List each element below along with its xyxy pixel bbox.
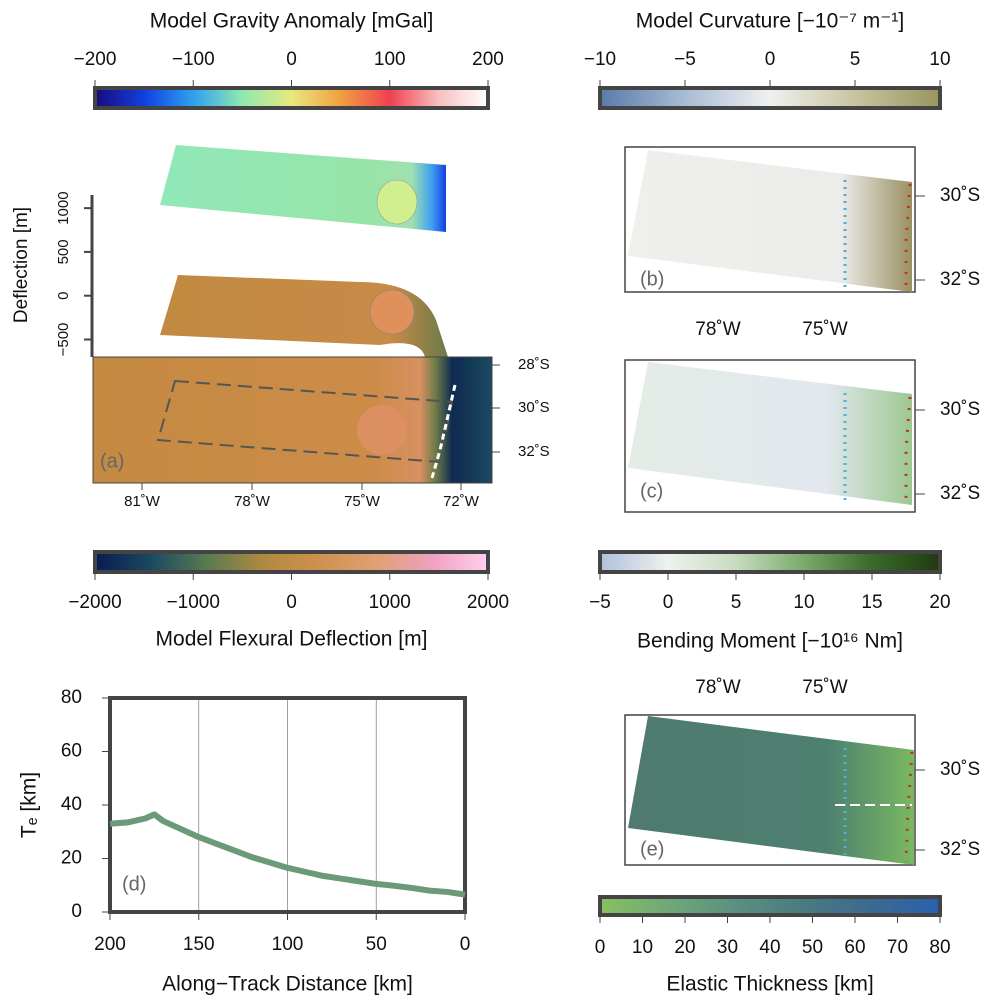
lat-label: 30˚S (940, 399, 980, 420)
axis-tick-label: 500 (55, 239, 72, 264)
colorbar-tick-label: 0 (286, 49, 297, 70)
lon-label: 78˚W (695, 677, 740, 698)
colorbar-tick-label: 20 (674, 937, 695, 958)
colorbar-title: Model Curvature [−10⁻⁷ m⁻¹] (636, 10, 904, 33)
colorbar-tick-label: −100 (172, 49, 215, 70)
colorbar-title: Model Gravity Anomaly [mGal] (150, 10, 434, 33)
deflection-surface (160, 275, 448, 357)
study-box (156, 379, 454, 464)
axis-tick-label: 1000 (55, 191, 72, 224)
colorbar-tick-label: 20 (929, 592, 950, 613)
x-tick-label: 200 (94, 934, 126, 955)
lon-label: 75˚W (802, 677, 847, 698)
colorbar-tick-label: 15 (861, 592, 882, 613)
lat-label: 32˚S (940, 269, 980, 290)
lat-label: 28˚S (518, 356, 550, 373)
plot-frame (108, 696, 467, 914)
gravity-surface (160, 145, 446, 232)
panel-label: (e) (640, 838, 664, 860)
panel-label: (d) (122, 873, 146, 895)
panel-b (624, 146, 916, 293)
trench (904, 396, 912, 505)
axis-tick-label: 0 (55, 292, 72, 300)
colorbar-tick-label: 200 (472, 49, 504, 70)
x-axis-label: Along−Track Distance [km] (162, 973, 413, 996)
lat-label: 32˚S (940, 483, 980, 504)
panel-a (90, 145, 493, 484)
y-axis-label: Tₑ [km] (18, 772, 41, 838)
colorbar-tick-label: 50 (802, 937, 823, 958)
colorbar-tick-label: 10 (793, 592, 814, 613)
colorbar-tick-label: 10 (632, 937, 653, 958)
lon-label: 78˚W (234, 493, 271, 510)
moment-surface (628, 362, 912, 505)
panel-c (624, 359, 916, 513)
colorbar (598, 550, 942, 574)
colorbar-tick-label: 0 (765, 49, 776, 70)
colorbar-tick-label: 0 (595, 937, 606, 958)
colorbar-tick-label: −5 (589, 592, 611, 613)
lon-label: 75˚W (344, 493, 381, 510)
panel-label: (a) (100, 450, 124, 472)
colorbar (598, 895, 942, 917)
colorbar-tick-label: −2000 (68, 592, 121, 613)
lon-label: 72˚W (443, 493, 480, 510)
panel-e (624, 714, 916, 866)
colorbar-tick-label: 5 (850, 49, 861, 70)
lat-label: 30˚S (940, 185, 980, 206)
colorbar-title: Bending Moment [−10¹⁶ Nm] (637, 630, 903, 653)
lat-label: 30˚S (940, 759, 980, 780)
colorbar-tick-label: 40 (759, 937, 780, 958)
x-tick-label: 0 (460, 934, 471, 955)
colorbar (93, 550, 490, 574)
y-tick-label: 0 (71, 901, 82, 922)
colorbar-tick-label: 60 (844, 937, 865, 958)
lat-label: 32˚S (518, 443, 550, 460)
colorbar-title: Model Flexural Deflection [m] (156, 628, 428, 651)
thickness-surface (628, 716, 914, 865)
y-tick-label: 80 (61, 687, 82, 708)
lat-label: 30˚S (518, 399, 550, 416)
curvature-surface (628, 150, 912, 292)
axis-label: Deflection [m] (11, 207, 32, 323)
deflection-map (92, 356, 493, 484)
y-tick-label: 40 (61, 794, 82, 815)
colorbar-tick-label: 10 (929, 49, 950, 70)
axis-tick-label: −500 (55, 323, 72, 357)
colorbar-tick-label: −5 (674, 49, 696, 70)
x-tick-label: 50 (366, 934, 387, 955)
y-tick-label: 60 (61, 741, 82, 762)
colorbar-tick-label: 100 (374, 49, 406, 70)
panel-label: (b) (640, 268, 664, 290)
colorbar-tick-label: 0 (286, 592, 297, 613)
x-tick-label: 100 (272, 934, 304, 955)
colorbar (598, 86, 942, 110)
forebulge-map (357, 405, 407, 455)
gravity-high (376, 179, 418, 225)
colorbar-tick-label: 5 (731, 592, 742, 613)
colorbar-tick-label: 2000 (467, 592, 509, 613)
colorbar-tick-label: 0 (663, 592, 674, 613)
panel-label: (c) (640, 480, 663, 502)
colorbar-tick-label: 80 (929, 937, 950, 958)
trench (904, 183, 912, 292)
lon-label: 78˚W (695, 319, 740, 340)
te-line (109, 811, 466, 898)
x-tick-label: 150 (183, 934, 215, 955)
colorbar-tick-label: −10 (584, 49, 616, 70)
colorbar-tick-label: 30 (717, 937, 738, 958)
trench (430, 384, 457, 479)
colorbar (93, 86, 490, 110)
y-tick-label: 20 (61, 848, 82, 869)
colorbar-title: Elastic Thickness [km] (666, 973, 873, 996)
forebulge (369, 289, 415, 335)
colorbar-tick-label: 70 (887, 937, 908, 958)
lon-label: 75˚W (802, 319, 847, 340)
colorbar-tick-label: −200 (74, 49, 117, 70)
colorbar-tick-label: −1000 (167, 592, 220, 613)
colorbar-tick-label: 1000 (369, 592, 411, 613)
lat-label: 32˚S (940, 839, 980, 860)
lon-label: 81˚W (124, 493, 161, 510)
